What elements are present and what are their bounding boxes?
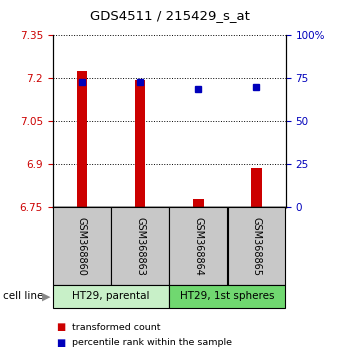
Bar [53,207,110,285]
Bar [169,285,285,308]
Bar [111,207,169,285]
Text: ■: ■ [56,322,65,332]
Text: GDS4511 / 215429_s_at: GDS4511 / 215429_s_at [90,10,250,22]
Bar [228,207,285,285]
Text: cell line: cell line [3,291,44,302]
Bar [135,80,145,207]
Text: GSM368864: GSM368864 [193,217,203,275]
Text: transformed count: transformed count [72,323,161,332]
Text: ■: ■ [56,338,65,348]
Text: GSM368863: GSM368863 [135,217,145,275]
Text: ▶: ▶ [42,291,50,302]
Text: percentile rank within the sample: percentile rank within the sample [72,338,233,347]
Bar [53,285,169,308]
Bar [169,207,227,285]
Text: HT29, 1st spheres: HT29, 1st spheres [180,291,275,302]
Bar [251,169,262,207]
Bar [76,71,87,207]
Text: HT29, parental: HT29, parental [72,291,150,302]
Text: GSM368865: GSM368865 [252,217,261,275]
Text: GSM368860: GSM368860 [77,217,87,275]
Bar [193,199,204,207]
